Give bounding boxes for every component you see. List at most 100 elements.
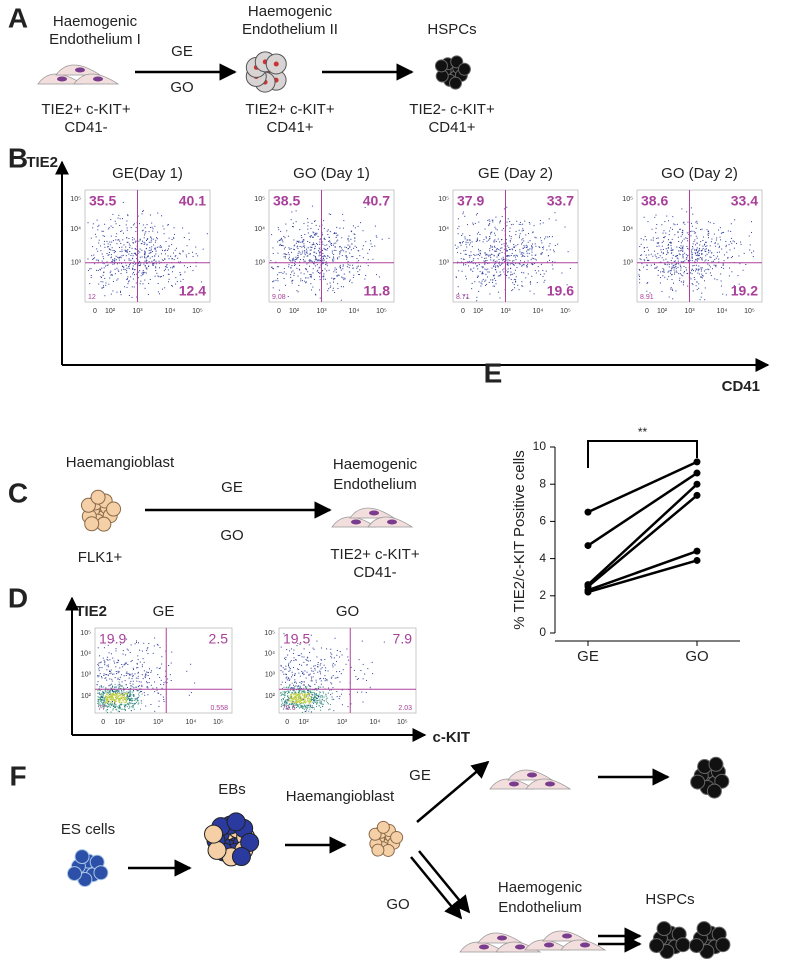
event-dot <box>358 274 360 276</box>
event-dot <box>547 236 549 238</box>
event-dot <box>133 695 135 697</box>
event-dot <box>123 268 125 270</box>
event-dot <box>104 703 106 705</box>
event-dot <box>330 689 332 691</box>
event-dot <box>151 260 153 262</box>
event-dot <box>120 643 122 645</box>
event-dot <box>133 286 135 288</box>
event-dot <box>115 251 117 253</box>
event-dot <box>466 224 468 226</box>
event-dot <box>126 700 128 702</box>
event-dot <box>507 259 509 261</box>
event-dot <box>307 704 309 706</box>
event-dot <box>336 649 338 651</box>
event-dot <box>171 285 173 287</box>
event-dot <box>484 262 486 264</box>
event-dots <box>638 207 755 301</box>
event-dot <box>489 255 491 257</box>
event-dot <box>108 692 110 694</box>
event-dot <box>302 699 304 701</box>
event-dot <box>310 227 312 229</box>
event-dot <box>123 244 125 246</box>
event-dot <box>131 659 133 661</box>
event-dot <box>142 270 144 272</box>
event-dot <box>127 241 129 243</box>
event-dot <box>123 695 125 697</box>
event-dot <box>308 710 310 712</box>
event-dot <box>304 250 306 252</box>
event-dot <box>300 703 302 705</box>
event-dot <box>291 702 293 704</box>
event-dot <box>296 695 298 697</box>
event-dot <box>315 706 317 708</box>
event-dot <box>692 246 694 248</box>
event-dot <box>697 258 699 260</box>
event-dot <box>298 696 300 698</box>
event-dot <box>707 263 709 265</box>
label: CD41+ <box>428 119 475 136</box>
event-dot <box>109 659 111 661</box>
event-dot <box>119 218 121 220</box>
event-dot <box>496 256 498 258</box>
event-dot <box>304 260 306 262</box>
event-dot <box>709 222 711 224</box>
event-dot <box>101 667 103 669</box>
event-dot <box>353 233 355 235</box>
event-dot <box>727 256 729 258</box>
event-dot <box>170 662 172 664</box>
event-dot <box>308 690 310 692</box>
event-dot <box>510 254 512 256</box>
event-dot <box>666 264 668 266</box>
event-dot <box>99 693 101 695</box>
event-dot <box>677 236 679 238</box>
event-dot <box>157 692 159 694</box>
event-dot <box>290 267 292 269</box>
event-dot <box>110 235 112 237</box>
event-dot <box>722 263 724 265</box>
event-dot <box>457 233 459 235</box>
event-dot <box>347 264 349 266</box>
event-dot <box>147 238 149 240</box>
event-dot <box>298 707 300 709</box>
event-dot <box>119 667 121 669</box>
event-dot <box>346 266 348 268</box>
event-dot <box>170 679 172 681</box>
event-dot <box>168 258 170 260</box>
event-dot <box>323 220 325 222</box>
event-dot <box>490 232 492 234</box>
event-dot <box>126 706 128 708</box>
event-dot <box>368 249 370 251</box>
event-dot <box>548 218 550 220</box>
event-dot <box>133 269 135 271</box>
event-dot <box>319 225 321 227</box>
event-dot <box>704 260 706 262</box>
event-dot <box>646 282 648 284</box>
event-dot <box>677 231 679 233</box>
event-dot <box>478 281 480 283</box>
event-dot <box>314 700 316 702</box>
event-dot <box>531 254 533 256</box>
event-dot <box>640 254 642 256</box>
event-dot <box>278 266 280 268</box>
event-dot <box>144 257 146 259</box>
event-dot <box>121 708 123 710</box>
event-dot <box>171 258 173 260</box>
event-dot <box>298 688 300 690</box>
event-dot <box>102 285 104 287</box>
event-dot <box>174 249 176 251</box>
event-dot <box>351 231 353 233</box>
event-dot <box>179 252 181 254</box>
data-point <box>584 542 592 550</box>
event-dot <box>336 275 338 277</box>
event-dot <box>311 689 313 691</box>
event-dot <box>148 261 150 263</box>
plot-frame <box>636 189 763 303</box>
event-dot <box>159 667 161 669</box>
event-dot <box>110 219 112 221</box>
event-dot <box>192 270 194 272</box>
event-dot <box>484 252 486 254</box>
event-dot <box>700 250 702 252</box>
event-dot <box>352 256 354 258</box>
event-dot <box>325 249 327 251</box>
event-dot <box>670 245 672 247</box>
